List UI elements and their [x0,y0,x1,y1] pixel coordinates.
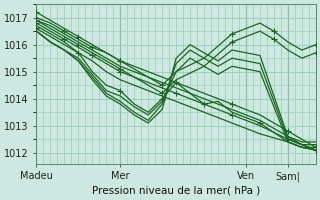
X-axis label: Pression niveau de la mer( hPa ): Pression niveau de la mer( hPa ) [92,186,260,196]
